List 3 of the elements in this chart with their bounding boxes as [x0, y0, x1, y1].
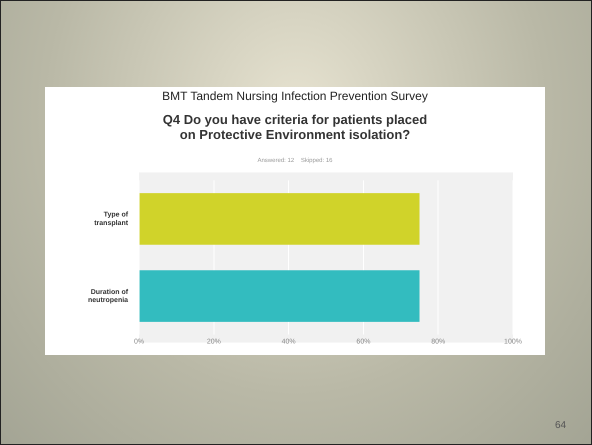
chart-subtitle: Q4 Do you have criteria for patients placed on Protective Environment isolation? [162, 112, 428, 142]
chart-title: BMT Tandem Nursing Infection Prevention Survey [161, 89, 429, 103]
text: 64 [555, 420, 566, 431]
